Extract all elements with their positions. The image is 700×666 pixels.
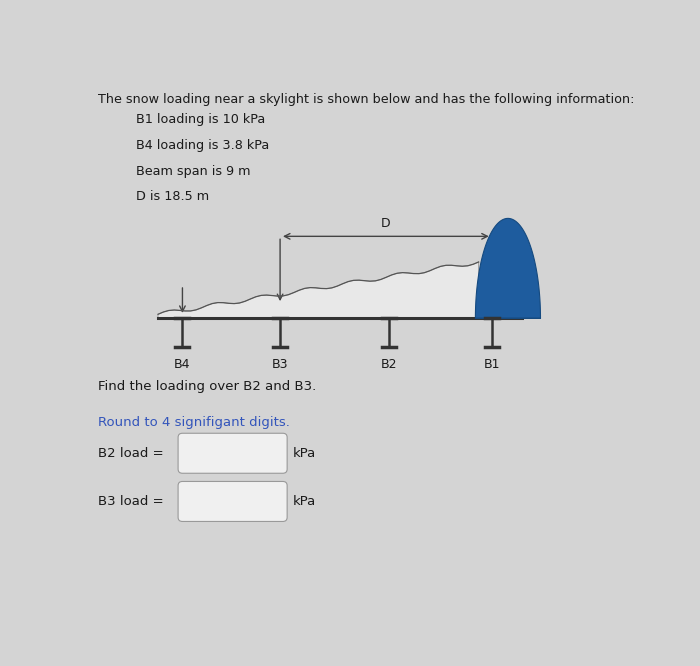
Text: B2: B2	[380, 358, 397, 371]
Text: Find the loading over B2 and B3.: Find the loading over B2 and B3.	[98, 380, 316, 393]
Polygon shape	[475, 218, 540, 318]
Text: Number: Number	[193, 495, 246, 508]
Text: kPa: kPa	[293, 495, 316, 508]
Text: B3: B3	[272, 358, 288, 371]
Text: Number: Number	[193, 447, 246, 460]
Text: B1 loading is 10 kPa: B1 loading is 10 kPa	[136, 113, 265, 127]
Text: The snow loading near a skylight is shown below and has the following informatio: The snow loading near a skylight is show…	[98, 93, 635, 106]
FancyBboxPatch shape	[178, 434, 287, 474]
Text: D is 18.5 m: D is 18.5 m	[136, 190, 209, 203]
Polygon shape	[158, 262, 479, 318]
Text: Beam span is 9 m: Beam span is 9 m	[136, 165, 251, 178]
Text: B2 load =: B2 load =	[98, 447, 168, 460]
Text: B1: B1	[484, 358, 500, 371]
Text: kPa: kPa	[293, 447, 316, 460]
Text: D: D	[381, 217, 391, 230]
FancyBboxPatch shape	[178, 482, 287, 521]
Text: Round to 4 signifigant digits.: Round to 4 signifigant digits.	[98, 416, 290, 429]
Text: B4 loading is 3.8 kPa: B4 loading is 3.8 kPa	[136, 139, 270, 152]
Text: B3 load =: B3 load =	[98, 495, 168, 508]
Text: B4: B4	[174, 358, 190, 371]
